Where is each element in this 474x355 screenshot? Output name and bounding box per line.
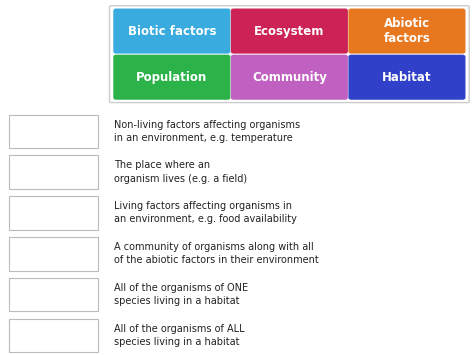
Text: Abiotic
factors: Abiotic factors [383,17,430,45]
FancyBboxPatch shape [9,155,98,189]
Text: All of the organisms of ONE
species living in a habitat: All of the organisms of ONE species livi… [114,283,248,306]
Text: The place where an
organism lives (e.g. a field): The place where an organism lives (e.g. … [114,160,247,184]
Text: Population: Population [136,71,208,84]
FancyBboxPatch shape [113,9,230,54]
FancyBboxPatch shape [9,115,98,148]
FancyBboxPatch shape [9,196,98,230]
Text: Ecosystem: Ecosystem [254,24,325,38]
FancyBboxPatch shape [9,319,98,352]
FancyBboxPatch shape [348,9,465,54]
FancyBboxPatch shape [113,55,230,100]
FancyBboxPatch shape [9,278,98,311]
Text: Non-living factors affecting organisms
in an environment, e.g. temperature: Non-living factors affecting organisms i… [114,120,300,143]
Text: Habitat: Habitat [382,71,432,84]
FancyBboxPatch shape [9,237,98,271]
FancyBboxPatch shape [348,55,465,100]
Text: Living factors affecting organisms in
an environment, e.g. food availability: Living factors affecting organisms in an… [114,201,297,224]
FancyBboxPatch shape [231,9,348,54]
Text: Biotic factors: Biotic factors [128,24,216,38]
Text: Community: Community [252,71,327,84]
Text: All of the organisms of ALL
species living in a habitat: All of the organisms of ALL species livi… [114,324,245,347]
Text: A community of organisms along with all
of the abiotic factors in their environm: A community of organisms along with all … [114,242,319,265]
FancyBboxPatch shape [231,55,348,100]
